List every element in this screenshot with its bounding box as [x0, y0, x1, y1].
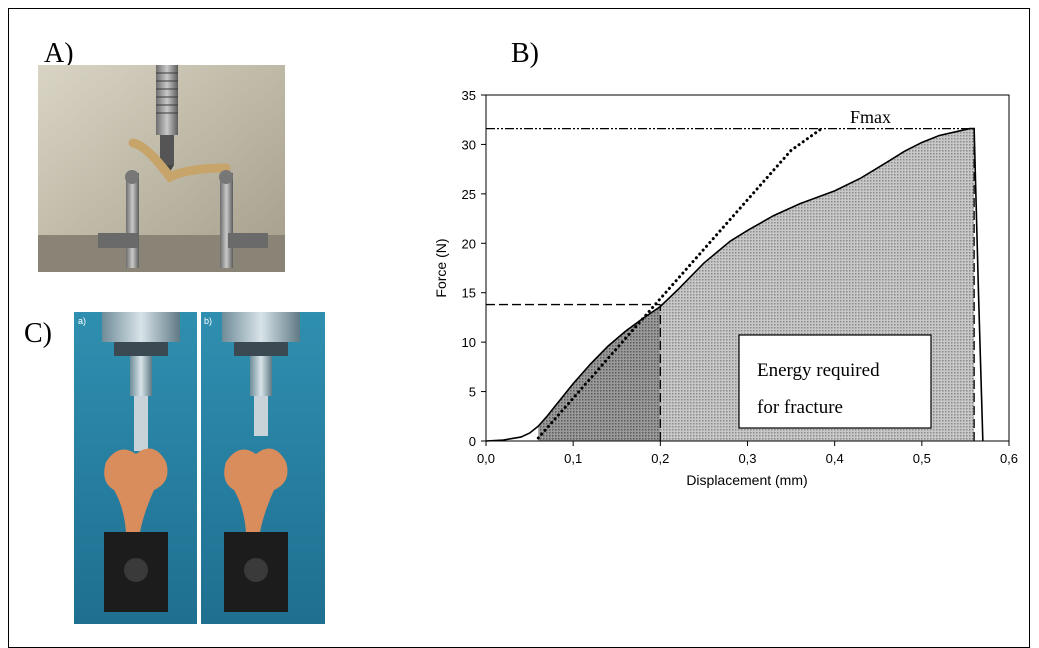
y-tick-label: 35	[462, 88, 476, 103]
panel-b-label: B)	[511, 38, 539, 69]
y-axis-label: Force (N)	[433, 238, 449, 297]
fmax-annotation: Fmax	[850, 107, 891, 127]
x-tick-label: 0,1	[564, 451, 582, 466]
x-tick-label: 0,4	[826, 451, 844, 466]
stiffness-line	[536, 127, 824, 440]
y-tick-label: 0	[469, 434, 476, 449]
y-tick-label: 30	[462, 137, 476, 152]
x-tick-label: 0,0	[477, 451, 495, 466]
y-tick-label: 5	[469, 385, 476, 400]
energy-annotation-line2: for fracture	[757, 397, 843, 418]
test-setup-b	[222, 312, 300, 612]
femur-testing-photo: a) b)	[74, 312, 325, 624]
panel-a-label: A)	[44, 38, 74, 69]
three-point-bending-photo	[38, 65, 285, 272]
sub-label-a: a)	[78, 316, 86, 326]
y-tick-label: 10	[462, 335, 476, 350]
x-axis-label: Displacement (mm)	[686, 472, 807, 488]
x-tick-label: 0,6	[1000, 451, 1018, 466]
x-tick-label: 0,3	[738, 451, 756, 466]
energy-annotation-box	[738, 334, 932, 429]
energy-area-elastic	[538, 304, 661, 441]
x-tick-label: 0,5	[913, 451, 931, 466]
y-tick-label: 25	[462, 187, 476, 202]
y-tick-label: 15	[462, 286, 476, 301]
x-tick-label: 0,2	[651, 451, 669, 466]
energy-annotation-line1: Energy required	[757, 360, 880, 381]
sub-label-b: b)	[204, 316, 212, 326]
y-tick-label: 20	[462, 236, 476, 251]
panel-c-label: C)	[24, 318, 52, 349]
force-curve	[485, 127, 984, 442]
force-displacement-chart: 0,0 0,1 0,2 0,3 0,4 0,5 0,6 0 5 10 15 20 25 30 35 Dis…	[433, 88, 1018, 488]
test-setup-a	[102, 312, 180, 612]
